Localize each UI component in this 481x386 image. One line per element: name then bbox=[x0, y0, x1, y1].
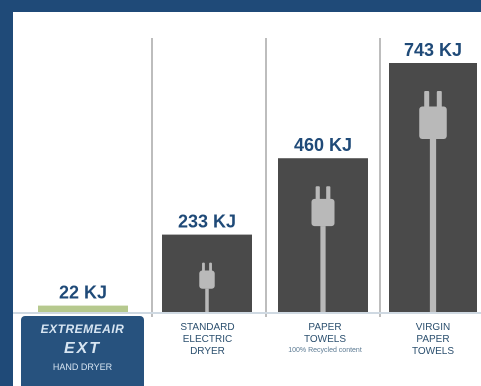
plug-prong-icon bbox=[436, 91, 442, 109]
plug-body-icon bbox=[311, 198, 335, 227]
plug-body-icon bbox=[199, 270, 215, 289]
plug-prong-icon bbox=[209, 262, 212, 273]
plug-prong-icon bbox=[424, 91, 430, 109]
frame-left bbox=[0, 0, 13, 386]
plug-prong-icon bbox=[326, 186, 331, 201]
category-extremeair-box: EXTREMEAIR EXT HAND DRYER bbox=[21, 316, 144, 386]
category-line: ELECTRIC bbox=[182, 334, 233, 345]
plug-prong-icon bbox=[315, 186, 320, 201]
plug-cord-icon bbox=[320, 226, 326, 313]
bar bbox=[38, 305, 128, 313]
plug-body-icon bbox=[419, 106, 447, 139]
frame-top bbox=[0, 0, 481, 12]
value-label: 460 KJ bbox=[294, 135, 352, 155]
plug-prong-icon bbox=[202, 262, 205, 273]
category-paper-towels: PAPER TOWELS 100% Recycled content bbox=[275, 322, 375, 356]
category-label-brand: EXTREMEAIR bbox=[40, 322, 125, 336]
category-subtext: 100% Recycled content bbox=[288, 347, 362, 354]
category-line: DRYER bbox=[190, 346, 225, 357]
category-line: TOWELS bbox=[411, 346, 455, 357]
category-label-model: EXT bbox=[63, 340, 102, 357]
plug-cord-icon bbox=[205, 288, 209, 313]
category-line: STANDARD bbox=[180, 322, 235, 333]
value-label: 22 KJ bbox=[59, 283, 107, 303]
category-line: PAPER bbox=[416, 334, 450, 345]
value-label: 743 KJ bbox=[404, 40, 462, 60]
category-line: PAPER bbox=[308, 322, 342, 333]
category-virgin-paper-towels: VIRGIN PAPER TOWELS bbox=[385, 322, 481, 358]
category-line: TOWELS bbox=[303, 334, 347, 345]
category-line: VIRGIN bbox=[415, 322, 451, 333]
plug-cord-icon bbox=[429, 139, 437, 313]
value-label: 233 KJ bbox=[178, 212, 236, 232]
category-standard-electric-dryer: STANDARD ELECTRIC DRYER bbox=[160, 322, 255, 358]
category-label-type: HAND DRYER bbox=[52, 362, 113, 372]
